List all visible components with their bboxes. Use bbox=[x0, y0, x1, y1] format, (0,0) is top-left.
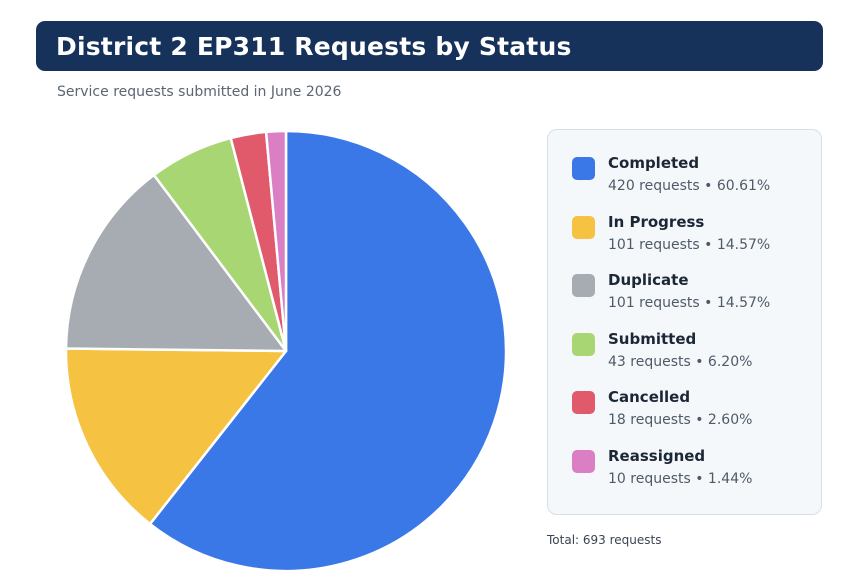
pie-slice-completed bbox=[148, 129, 508, 573]
legend-item-in-progress: In Progress 101 requests • 14.57% bbox=[572, 213, 812, 263]
pie-slice-duplicate bbox=[64, 173, 288, 353]
legend-item-reassigned: Reassigned 10 requests • 1.44% bbox=[572, 447, 812, 497]
legend-swatch bbox=[572, 391, 595, 415]
chart-title-bar: District 2 EP311 Requests by Status bbox=[36, 21, 823, 71]
legend-label: Reassigned bbox=[608, 447, 706, 465]
legend-detail: 10 requests • 1.44% bbox=[608, 471, 753, 487]
legend-panel: Completed 420 requests • 60.61% In Progr… bbox=[547, 129, 822, 515]
legend-swatch bbox=[572, 274, 595, 298]
legend-item-submitted: Submitted 43 requests • 6.20% bbox=[572, 330, 812, 380]
chart-title: District 2 EP311 Requests by Status bbox=[56, 31, 572, 61]
legend-detail: 101 requests • 14.57% bbox=[608, 236, 771, 253]
pie-slice-in-progress bbox=[64, 347, 288, 526]
legend-detail: 101 requests • 14.57% bbox=[608, 295, 771, 312]
legend-detail: 43 requests • 6.20% bbox=[608, 353, 753, 370]
legend-swatch bbox=[572, 215, 595, 239]
total-label: Total: 693 requests bbox=[547, 533, 662, 547]
legend-label: Cancelled bbox=[608, 388, 691, 407]
pie-chart bbox=[64, 129, 508, 573]
legend-item-duplicate: Duplicate 101 requests • 14.57% bbox=[572, 271, 812, 321]
legend-item-completed: Completed 420 requests • 60.61% bbox=[572, 154, 812, 204]
legend-swatch bbox=[572, 332, 595, 356]
legend-swatch bbox=[572, 157, 595, 180]
pie-slice-reassigned bbox=[264, 129, 288, 353]
legend-label: Duplicate bbox=[608, 271, 689, 290]
chart-subtitle: Service requests submitted in June 2026 bbox=[57, 84, 342, 100]
legend-label: Completed bbox=[608, 154, 700, 172]
legend-item-cancelled: Cancelled 18 requests • 2.60% bbox=[572, 388, 812, 438]
legend-detail: 420 requests • 60.61% bbox=[608, 178, 771, 194]
legend-swatch bbox=[572, 450, 595, 473]
legend-label: Submitted bbox=[608, 329, 697, 348]
legend-label: In Progress bbox=[608, 212, 705, 231]
legend-detail: 18 requests • 2.60% bbox=[608, 412, 753, 429]
